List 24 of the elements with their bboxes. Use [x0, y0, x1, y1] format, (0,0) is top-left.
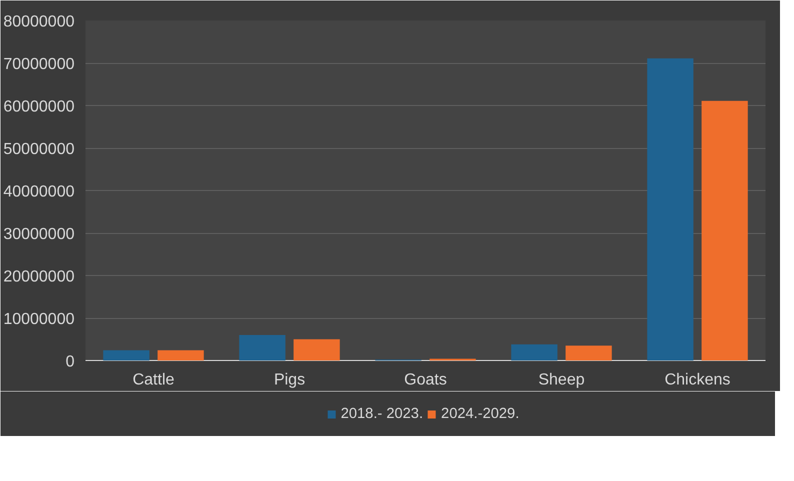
x-tick-label: Sheep [538, 372, 585, 388]
y-tick-label: 50000000 [3, 141, 75, 158]
y-tick-label: 60000000 [3, 98, 75, 116]
y-tick-label: 80000000 [3, 14, 75, 30]
y-tick-label: 40000000 [3, 184, 75, 200]
bar [239, 335, 286, 360]
y-tick-label: 70000000 [3, 56, 75, 73]
y-tick-label: 20000000 [3, 268, 75, 286]
bar [294, 339, 340, 360]
y-tick-label: 0 [66, 354, 75, 370]
x-tick-label: Goats [404, 372, 447, 388]
bar [647, 58, 694, 360]
legend-label: 2018.- 2023. [340, 406, 424, 422]
bar [702, 100, 748, 360]
bar [158, 350, 204, 360]
x-tick-label: Cattle [132, 372, 174, 388]
x-tick-label: Pigs [274, 372, 306, 388]
bar [511, 344, 558, 360]
bar [566, 346, 612, 360]
legend-label: 2024.-2029. [441, 406, 520, 422]
y-tick-label: 10000000 [3, 311, 75, 328]
y-tick-label: 30000000 [3, 226, 75, 243]
x-tick-label: Chickens [664, 372, 730, 388]
bar [103, 350, 150, 360]
